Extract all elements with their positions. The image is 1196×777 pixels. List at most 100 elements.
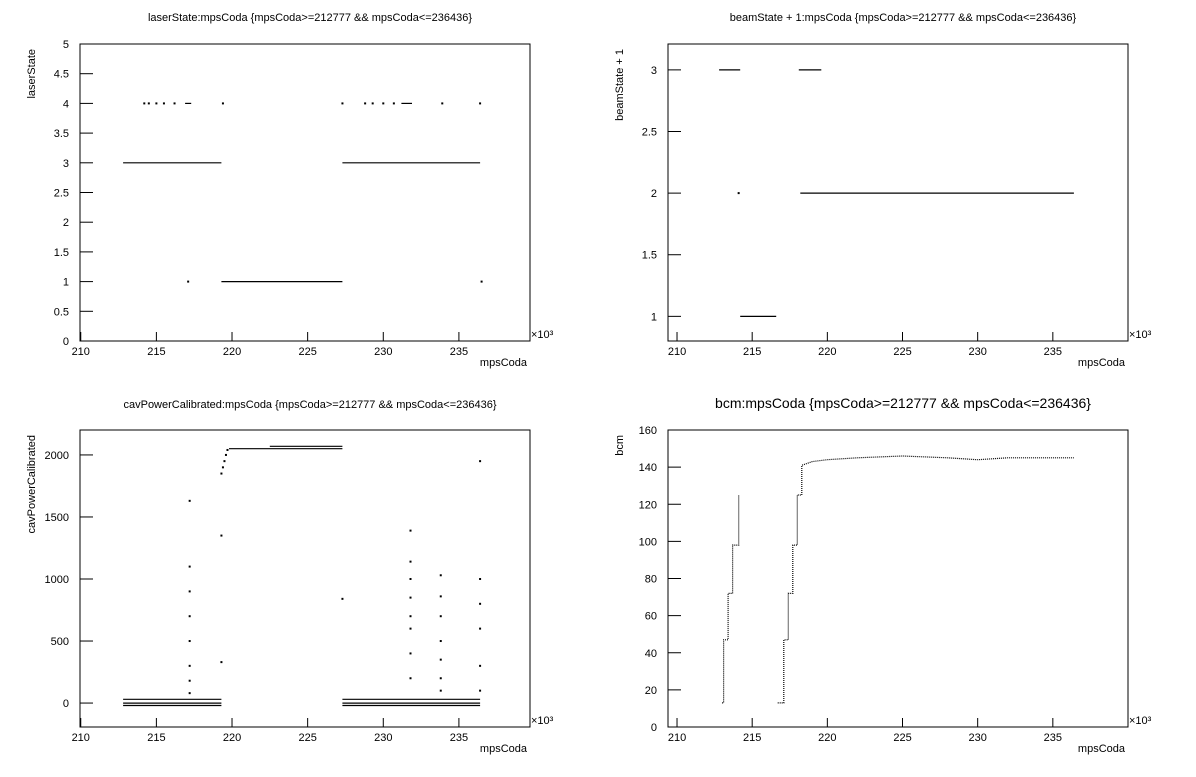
data-point: [409, 596, 412, 599]
data-point: [480, 280, 483, 283]
chart-title: beamState + 1:mpsCoda {mpsCoda>=212777 &…: [730, 12, 1077, 24]
y-axis-label: beamState + 1: [614, 49, 626, 121]
x-axis-label: mpsCoda: [480, 357, 528, 369]
data-point: [479, 460, 482, 463]
y-tick-label: 2.5: [54, 188, 69, 200]
y-tick-label: 500: [51, 636, 69, 648]
data-point: [409, 652, 412, 655]
y-tick-label: 1.5: [642, 250, 657, 262]
y-tick-label: 80: [645, 574, 657, 586]
x-tick-label: 225: [893, 732, 911, 744]
y-tick-label: 0: [63, 698, 69, 710]
data-point: [220, 534, 223, 537]
x-axis-label: mpsCoda: [1078, 357, 1126, 369]
x-tick-label: 220: [223, 346, 241, 358]
data-point: [479, 627, 482, 630]
y-tick-label: 4.5: [54, 69, 69, 81]
y-tick-label: 3: [651, 65, 657, 77]
data-point: [223, 460, 226, 463]
x-tick-label: 235: [1044, 732, 1062, 744]
x-axis-label: mpsCoda: [480, 743, 528, 755]
data-point: [188, 615, 191, 618]
y-tick-label: 3.5: [54, 128, 69, 140]
y-tick-label: 3: [63, 158, 69, 170]
y-tick-label: 4: [63, 98, 69, 110]
chart-title: cavPowerCalibrated:mpsCoda {mpsCoda>=212…: [123, 399, 496, 411]
data-point: [371, 102, 374, 105]
y-tick-label: 1500: [45, 512, 69, 524]
x-tick-label: 215: [743, 732, 761, 744]
y-tick-label: 160: [639, 425, 657, 437]
data-point: [439, 658, 442, 661]
data-point: [341, 597, 344, 600]
x-tick-label: 210: [668, 346, 686, 358]
y-tick-label: 0.5: [54, 306, 69, 318]
data-point: [147, 102, 150, 105]
x-tick-label: 210: [72, 732, 90, 744]
x-tick-label: 235: [450, 732, 468, 744]
chart-title: laserState:mpsCoda {mpsCoda>=212777 && m…: [148, 12, 472, 24]
plot-frame: [79, 429, 531, 728]
data-point: [188, 664, 191, 667]
x-tick-label: 210: [668, 732, 686, 744]
data-point: [409, 615, 412, 618]
data-point: [188, 590, 191, 593]
y-tick-label: 2: [651, 188, 657, 200]
data-run: [777, 455, 1074, 704]
y-tick-label: 2000: [45, 450, 69, 462]
x-axis-label: mpsCoda: [1078, 743, 1126, 755]
y-axis-label: bcm: [614, 435, 626, 456]
plot-frame: [79, 43, 531, 342]
y-tick-label: 60: [645, 611, 657, 623]
data-point: [479, 102, 482, 105]
data-point: [224, 453, 227, 456]
x-tick-label: 225: [298, 732, 316, 744]
x-tick-label: 215: [147, 732, 165, 744]
data-point: [173, 102, 176, 105]
y-tick-label: 1: [651, 311, 657, 323]
x-tick-label: 225: [298, 346, 316, 358]
x-tick-label: 230: [968, 732, 986, 744]
y-tick-label: 1000: [45, 574, 69, 586]
plot-frame: [667, 429, 1129, 728]
data-point: [188, 679, 191, 682]
data-point: [162, 102, 165, 105]
y-tick-label: 0: [63, 336, 69, 348]
y-tick-label: 1: [63, 277, 69, 289]
data-point: [409, 677, 412, 680]
y-tick-label: 5: [63, 39, 69, 51]
data-point: [737, 192, 740, 195]
data-run: [722, 495, 740, 704]
data-point: [220, 661, 223, 664]
data-point: [439, 574, 442, 577]
x-tick-label: 220: [818, 346, 836, 358]
data-point: [439, 640, 442, 643]
data-point: [409, 627, 412, 630]
data-point: [187, 280, 190, 283]
chart-title: bcm:mpsCoda {mpsCoda>=212777 && mpsCoda<…: [715, 395, 1091, 411]
data-point: [155, 102, 158, 105]
data-point: [364, 102, 367, 105]
x-tick-label: 230: [374, 732, 392, 744]
data-point: [439, 689, 442, 692]
data-point: [341, 102, 344, 105]
data-point: [226, 448, 229, 451]
data-point: [439, 615, 442, 618]
data-point: [143, 102, 146, 105]
y-tick-label: 120: [639, 499, 657, 511]
x-tick-label: 235: [1044, 346, 1062, 358]
x-multiplier: ×10³: [1129, 329, 1152, 341]
data-point: [441, 102, 444, 105]
data-point: [479, 577, 482, 580]
x-tick-label: 215: [743, 346, 761, 358]
y-tick-label: 2.5: [642, 126, 657, 138]
y-tick-label: 20: [645, 685, 657, 697]
x-tick-label: 220: [818, 732, 836, 744]
data-point: [479, 602, 482, 605]
data-point: [188, 692, 191, 695]
y-axis-label: laserState: [26, 49, 38, 99]
x-multiplier: ×10³: [1129, 715, 1152, 727]
x-tick-label: 230: [968, 346, 986, 358]
x-tick-label: 210: [72, 346, 90, 358]
